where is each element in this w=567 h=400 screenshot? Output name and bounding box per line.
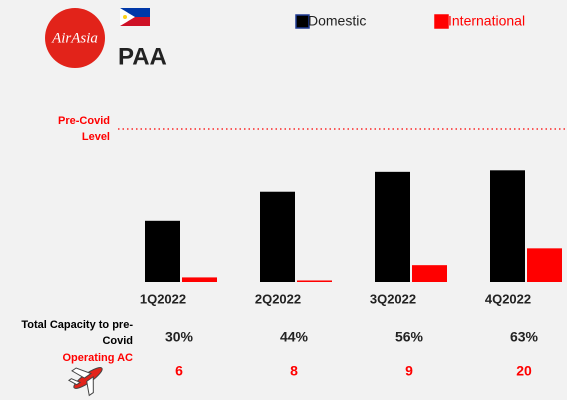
row-value: 9 — [405, 363, 413, 379]
bar — [260, 191, 295, 282]
legend-label: International — [448, 13, 525, 29]
plane-icon — [67, 367, 103, 397]
bar — [412, 265, 447, 282]
row-value: 63% — [510, 329, 539, 345]
row-label: Operating AC — [62, 352, 134, 364]
row-label: Total Capacity to pre-Covid — [21, 319, 133, 347]
legend-label: Domestic — [308, 13, 366, 29]
bar — [490, 170, 525, 282]
legend-swatch — [295, 14, 310, 29]
row-value: 56% — [395, 329, 424, 345]
bar — [297, 280, 332, 282]
x-tick-label: 2Q2022 — [255, 291, 301, 306]
logo-code: PAA — [118, 43, 167, 70]
bar — [145, 220, 180, 282]
x-tick-label: 3Q2022 — [370, 291, 416, 306]
row-value: 20 — [516, 363, 532, 379]
logo-circle — [45, 8, 105, 68]
row-value: 30% — [165, 329, 194, 345]
bar — [527, 248, 562, 282]
legend-swatch — [434, 14, 449, 29]
row-value: 44% — [280, 329, 309, 345]
bar — [375, 171, 410, 282]
row-value: 8 — [290, 363, 298, 379]
x-tick-label: 1Q2022 — [140, 291, 186, 306]
x-tick-label: 4Q2022 — [485, 291, 531, 306]
logo-brand: AirAsia — [51, 30, 98, 46]
flag — [120, 8, 150, 26]
row-value: 6 — [175, 363, 183, 379]
reference-label: Pre-Covid Level — [58, 115, 110, 143]
bar — [182, 277, 217, 282]
